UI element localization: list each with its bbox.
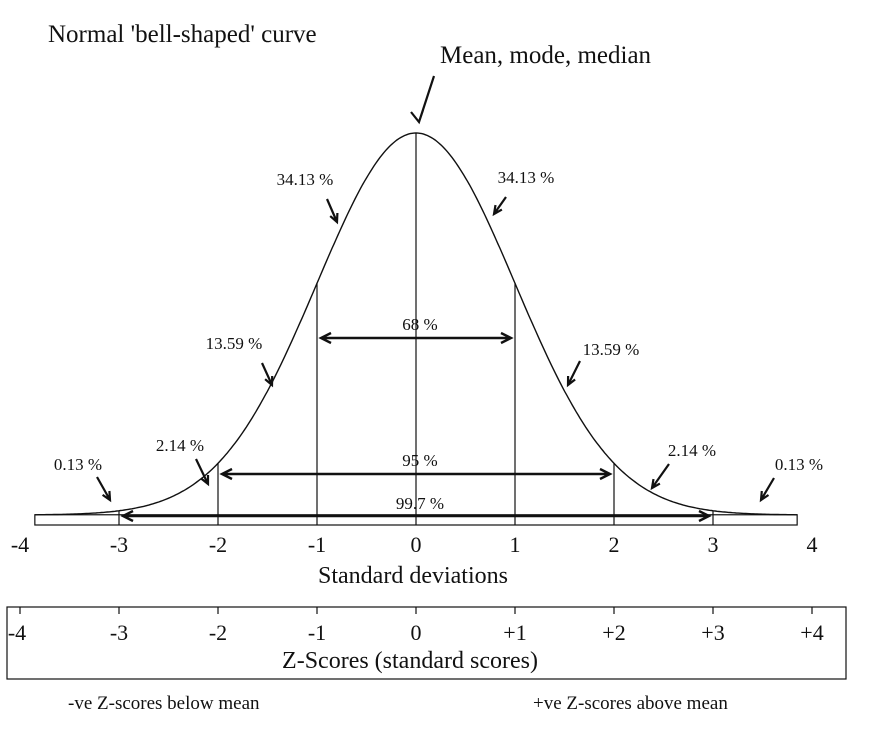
z-tick-label: +1 — [503, 620, 526, 645]
region-label: 0.13 % — [775, 455, 823, 474]
sd-divider-lines — [118, 133, 714, 525]
z-tick-label: 0 — [411, 620, 422, 645]
span-label: 95 % — [402, 451, 437, 470]
region-arrow — [96, 476, 112, 503]
z-tick-label: +3 — [701, 620, 724, 645]
z-score-box — [6, 606, 847, 680]
z-tick-label: +4 — [800, 620, 823, 645]
sd-tick-label: 2 — [609, 532, 620, 557]
footer-negative-note: -ve Z-scores below mean — [68, 693, 260, 714]
region-arrow — [650, 463, 670, 491]
z-tick-label: -1 — [308, 620, 326, 645]
region-arrow — [492, 196, 507, 217]
region-arrow — [566, 360, 581, 388]
region-arrow — [759, 477, 775, 503]
span-arrow — [120, 509, 712, 523]
z-axis-label: Z-Scores (standard scores) — [282, 648, 538, 674]
sd-tick-label: -3 — [110, 532, 128, 557]
span-arrow — [318, 331, 514, 345]
peak-arrow — [410, 75, 436, 125]
region-label: 2.14 % — [668, 441, 716, 460]
region-label: 13.59 % — [583, 340, 640, 359]
z-score-axis: -4 -3 -2 -1 0 +1 +2 +3 +4 — [8, 607, 824, 645]
footer-positive-note: +ve Z-scores above mean — [533, 693, 728, 714]
region-label: 34.13 % — [277, 170, 334, 189]
region-label: 0.13 % — [54, 455, 102, 474]
region-arrow — [195, 458, 210, 487]
sd-tick-label: 3 — [708, 532, 719, 557]
sd-tick-label: -4 — [11, 532, 29, 557]
region-label: 2.14 % — [156, 436, 204, 455]
z-tick-label: -2 — [209, 620, 227, 645]
z-tick-label: -3 — [110, 620, 128, 645]
sd-tick-label: 4 — [807, 532, 818, 557]
sd-tick-label: -2 — [209, 532, 227, 557]
region-label: 34.13 % — [498, 168, 555, 187]
diagram-title: Normal 'bell-shaped' curve — [48, 21, 317, 48]
span-arrow — [219, 467, 613, 481]
span-label: 99.7 % — [396, 494, 444, 513]
sd-tick-label: -1 — [308, 532, 326, 557]
region-label: 13.59 % — [206, 334, 263, 353]
interval-spans: 68 % 95 % 99.7 % — [120, 315, 712, 523]
sd-axis-label: Standard deviations — [318, 563, 508, 589]
z-tick-label: -4 — [8, 620, 26, 645]
sd-tick-label: 0 — [411, 532, 422, 557]
sd-tick-label: 1 — [510, 532, 521, 557]
span-label: 68 % — [402, 315, 437, 334]
region-percentage-labels: 34.13 % 34.13 % 13.59 % 13.59 % 2.14 % 2.14 %… — [54, 168, 823, 503]
sd-axis: -4 -3 -2 -1 0 1 2 3 4 — [11, 532, 818, 557]
region-arrow — [325, 198, 339, 225]
peak-label: Mean, mode, median — [440, 42, 652, 69]
region-arrow — [260, 362, 274, 388]
z-tick-label: +2 — [602, 620, 625, 645]
